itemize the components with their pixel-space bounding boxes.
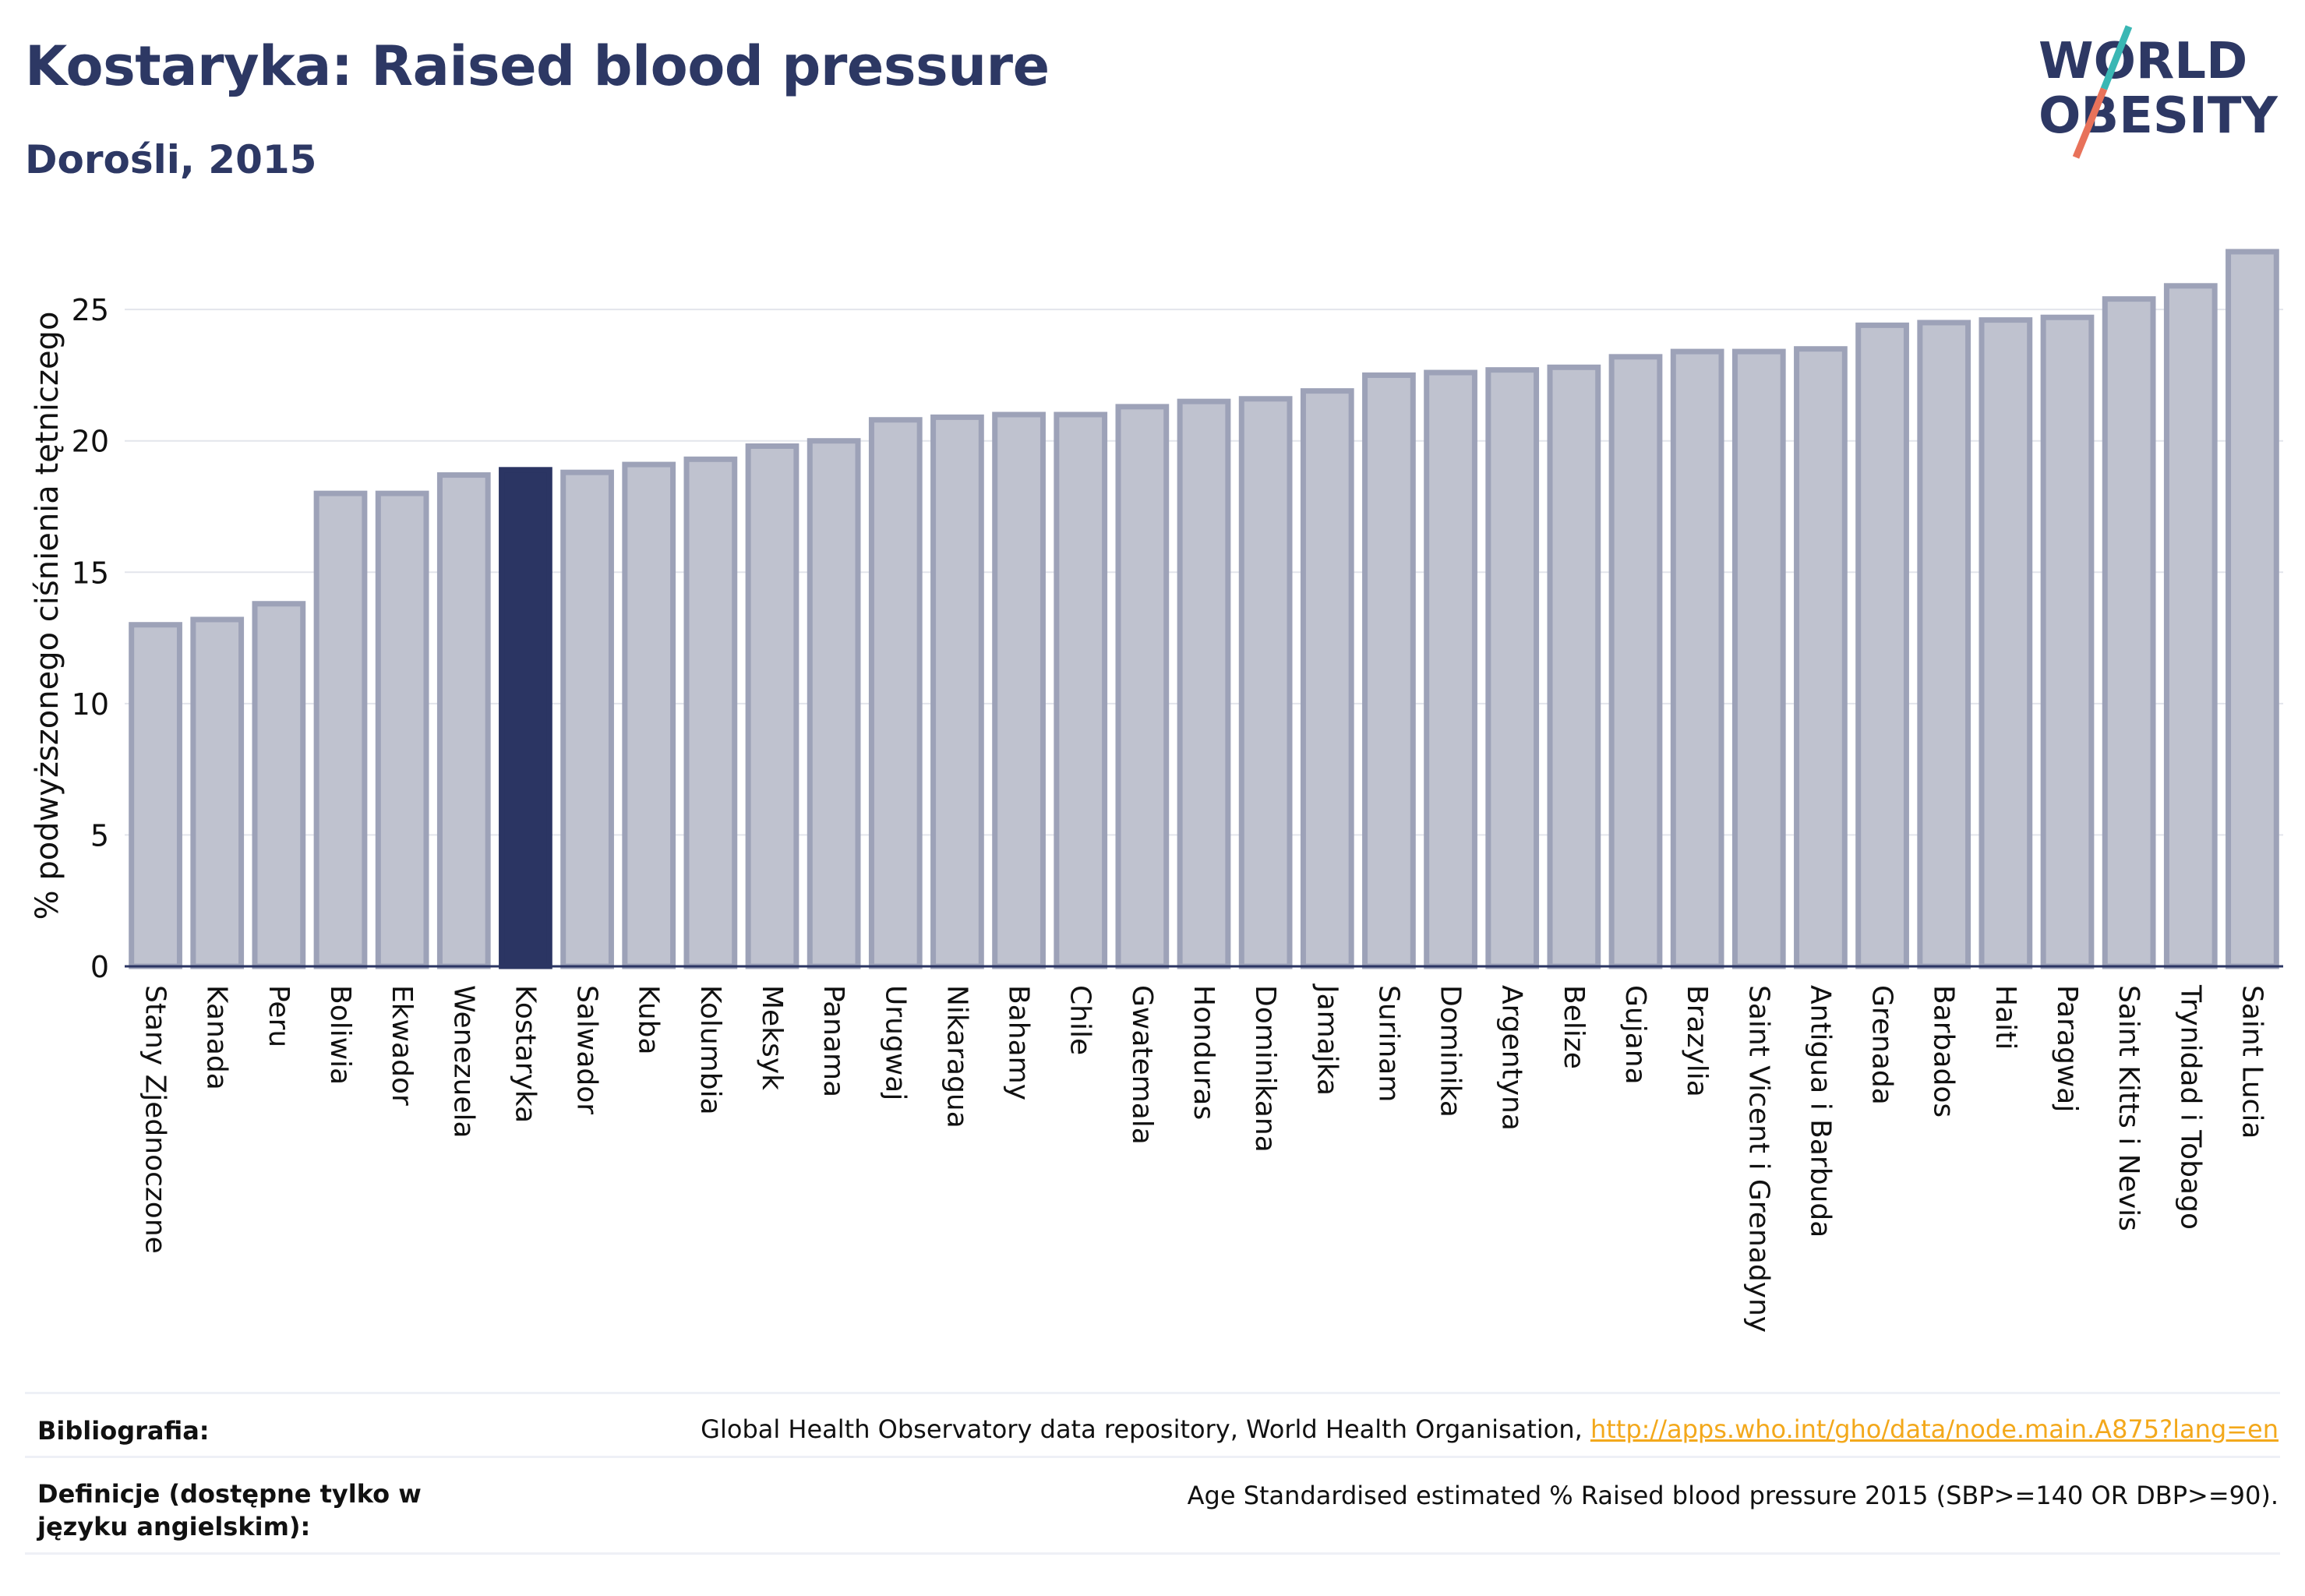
x-tick-label: Surinam xyxy=(1372,985,1404,1102)
y-tick-label: 15 xyxy=(72,556,109,590)
bar xyxy=(1424,369,1477,969)
bar xyxy=(2226,249,2279,969)
footer-divider xyxy=(25,1456,2280,1458)
bibliography-link[interactable]: http://apps.who.int/gho/data/node.main.A… xyxy=(1590,1414,2279,1444)
x-tick-label: Grenada xyxy=(1866,985,1898,1105)
x-tick-label: Gujana xyxy=(1619,985,1651,1085)
bar xyxy=(1978,317,2033,969)
x-tick-label: Brazylia xyxy=(1681,985,1713,1097)
bar-highlight xyxy=(499,467,552,969)
bar xyxy=(2102,296,2156,969)
bar xyxy=(1177,398,1231,969)
world-obesity-logo: WORLD OBESITY xyxy=(2038,25,2278,159)
bar xyxy=(2040,314,2095,969)
x-tick-label: Antigua i Barbuda xyxy=(1804,985,1836,1238)
x-tick-label: Bahamy xyxy=(1003,985,1035,1100)
x-tick-label: Dominika xyxy=(1435,985,1467,1118)
x-tick-label: Saint Vicent i Grenadyny xyxy=(1742,985,1774,1333)
bar xyxy=(1794,346,1848,969)
bar xyxy=(1485,367,1540,969)
bar xyxy=(252,601,306,969)
bar xyxy=(436,472,491,969)
x-tick-label: Meksyk xyxy=(756,985,788,1090)
x-tick-label: Paragwaj xyxy=(2051,985,2083,1112)
x-tick-label: Kuba xyxy=(633,985,665,1055)
logo-word-world: WORLD xyxy=(2038,33,2247,90)
y-axis-ticks: 0 5 10 15 20 25 xyxy=(72,293,109,984)
footer-divider xyxy=(25,1392,2280,1394)
bibliography-value: Global Health Observatory data repositor… xyxy=(701,1414,2279,1444)
bar xyxy=(992,411,1046,969)
y-tick-label: 10 xyxy=(72,687,109,722)
bar xyxy=(1731,348,1786,969)
y-tick-label: 20 xyxy=(72,425,109,459)
x-tick-label: Nikaragua xyxy=(941,985,972,1128)
bar xyxy=(868,417,923,969)
bar xyxy=(622,461,676,969)
x-tick-label: Boliwia xyxy=(324,985,356,1085)
chart-subtitle: Dorośli, 2015 xyxy=(25,137,317,182)
bar xyxy=(560,469,614,969)
logo-word-obesity: OBESITY xyxy=(2038,87,2278,145)
bars xyxy=(129,249,2279,969)
y-tick-label: 5 xyxy=(90,818,109,853)
bar xyxy=(745,443,800,969)
x-tick-label: Haiti xyxy=(1989,985,2021,1050)
y-axis-label: % podwyższonego ciśnienia tętniczego xyxy=(30,312,65,920)
bar xyxy=(1855,322,1909,969)
bar xyxy=(1917,320,1971,969)
bar xyxy=(1547,364,1601,969)
bar xyxy=(1670,348,1724,969)
x-tick-label: Gwatemala xyxy=(1126,985,1158,1145)
x-tick-label: Salwador xyxy=(571,985,603,1114)
bar xyxy=(190,616,245,969)
x-tick-label: Kostaryka xyxy=(509,985,541,1123)
definitions-label: Definicje (dostępne tylko w języku angie… xyxy=(37,1479,422,1541)
bibliography-label: Bibliografia: xyxy=(37,1416,210,1446)
definitions-value: Age Standardised estimated % Raised bloo… xyxy=(1187,1481,2279,1510)
bar xyxy=(1238,396,1293,969)
x-tick-label: Barbados xyxy=(1928,985,1960,1118)
bar xyxy=(375,490,429,969)
chart-title: Kostaryka: Raised blood pressure xyxy=(25,34,1050,98)
logo-slash-teal xyxy=(2100,25,2133,90)
logo-slash-coral xyxy=(2072,87,2108,159)
x-tick-label: Panama xyxy=(817,985,849,1097)
bar-chart: 0 5 10 15 20 25 Stany Zjednoczone Kanada Peru Bo… xyxy=(30,249,2283,1333)
y-tick-label: 0 xyxy=(90,950,109,984)
bar xyxy=(1054,411,1108,969)
x-axis-labels: Stany Zjednoczone Kanada Peru Boliwia Ekwado… xyxy=(139,983,2268,1333)
x-tick-label: Jamajka xyxy=(1311,983,1343,1096)
x-tick-label: Honduras xyxy=(1188,985,1220,1120)
y-tick-label: 25 xyxy=(72,293,109,327)
x-tick-label: Saint Lucia xyxy=(2236,985,2268,1139)
x-tick-label: Stany Zjednoczone xyxy=(139,985,171,1254)
bar xyxy=(930,414,984,969)
bar xyxy=(807,438,861,969)
bar xyxy=(2163,283,2218,969)
x-tick-label: Wenezuela xyxy=(447,985,479,1139)
x-tick-label: Peru xyxy=(263,985,295,1047)
bar xyxy=(1362,372,1416,969)
bar xyxy=(1608,354,1663,969)
x-tick-label: Dominikana xyxy=(1249,985,1281,1153)
bibliography-text: Global Health Observatory data repositor… xyxy=(701,1414,1590,1444)
bar xyxy=(129,622,182,969)
x-tick-label: Trynidad i Tobago xyxy=(2174,984,2206,1230)
x-tick-label: Chile xyxy=(1064,985,1096,1055)
x-tick-label: Argentyna xyxy=(1496,985,1528,1131)
x-tick-label: Urugwaj xyxy=(879,985,911,1100)
bar xyxy=(683,456,738,969)
x-tick-label: Saint Kitts i Nevis xyxy=(2113,985,2144,1231)
x-tick-label: Kanada xyxy=(201,985,233,1090)
x-tick-label: Kolumbia xyxy=(694,985,726,1115)
footer-divider xyxy=(25,1552,2280,1555)
x-tick-label: Belize xyxy=(1558,985,1590,1069)
bar xyxy=(313,490,368,969)
bar xyxy=(1300,388,1354,969)
x-tick-label: Ekwador xyxy=(386,985,418,1106)
bar xyxy=(1115,404,1170,969)
